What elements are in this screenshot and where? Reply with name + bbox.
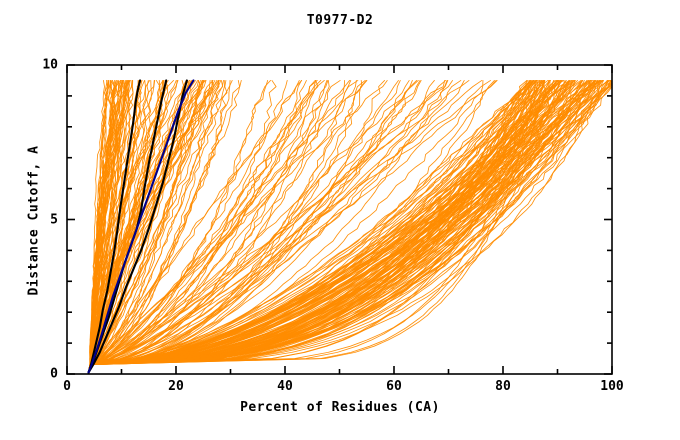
curve	[88, 80, 555, 373]
curve	[88, 80, 550, 373]
curve	[88, 80, 161, 373]
curve	[88, 80, 233, 373]
x-tick-label: 40	[277, 379, 293, 394]
curve	[88, 80, 545, 373]
curve	[88, 80, 595, 373]
curve	[88, 80, 271, 373]
curve	[88, 80, 484, 373]
curve	[88, 80, 359, 373]
curve	[88, 80, 596, 373]
curve	[88, 80, 537, 373]
curve	[88, 80, 545, 373]
curve	[88, 80, 419, 373]
curve	[88, 80, 604, 373]
curve	[88, 80, 545, 373]
y-tick-label: 0	[50, 366, 58, 382]
curve	[88, 80, 413, 373]
curve	[88, 80, 538, 373]
curve	[88, 80, 318, 373]
curve	[88, 80, 151, 373]
curve	[88, 80, 346, 373]
curve	[88, 80, 610, 373]
curve	[88, 80, 567, 373]
y-tick-label: 5	[50, 212, 58, 227]
curve	[88, 80, 558, 373]
curve	[88, 80, 535, 373]
curve	[88, 80, 228, 373]
curve	[88, 80, 498, 373]
curve	[88, 80, 204, 373]
y-tick-label: 10	[42, 57, 58, 73]
curve	[88, 80, 202, 373]
curve	[88, 80, 483, 373]
curve	[88, 80, 446, 373]
curve	[88, 80, 110, 373]
curve	[88, 80, 596, 373]
x-tick-label: 80	[495, 379, 511, 394]
x-tick-label: 60	[386, 379, 402, 394]
curve	[88, 80, 563, 373]
curve	[87, 79, 142, 374]
curve	[88, 80, 117, 373]
curve	[88, 80, 316, 373]
x-tick-label: 20	[168, 379, 184, 394]
curve	[88, 80, 363, 373]
curve	[87, 79, 188, 374]
x-tick-label: 100	[600, 379, 624, 394]
curve	[88, 80, 497, 373]
curve	[88, 80, 125, 373]
curve	[88, 80, 128, 373]
curve	[88, 80, 277, 373]
curve	[88, 80, 589, 373]
curve	[88, 80, 592, 373]
curve	[88, 80, 220, 373]
curve	[88, 80, 590, 373]
curve	[88, 80, 549, 373]
curve	[88, 80, 329, 373]
curve	[88, 80, 540, 373]
page-title: T0977-D2	[306, 13, 374, 28]
x-tick-label: 0	[63, 379, 71, 394]
curve	[88, 80, 575, 373]
curve	[88, 80, 189, 373]
curve	[88, 80, 130, 373]
curve	[88, 80, 368, 373]
curve	[88, 80, 612, 373]
curve	[88, 80, 557, 373]
curve	[88, 80, 269, 373]
curve	[88, 80, 116, 373]
curve	[88, 80, 307, 373]
curve	[88, 80, 225, 373]
curve	[88, 80, 538, 373]
curve	[88, 80, 528, 373]
curve	[88, 80, 366, 373]
curve	[88, 80, 303, 373]
curve	[88, 80, 242, 373]
curve	[88, 80, 317, 373]
curve	[88, 80, 133, 373]
curve	[88, 80, 328, 373]
curve	[88, 80, 418, 373]
curve	[88, 80, 300, 373]
curve	[88, 80, 495, 373]
curve	[88, 80, 421, 373]
curve	[88, 80, 604, 373]
curve	[88, 80, 542, 373]
data-curves-group	[87, 79, 612, 374]
x-axis-label: Percent of Residues (CA)	[240, 400, 440, 415]
axis-ticks-group	[66, 64, 613, 375]
curve	[88, 80, 401, 373]
curve	[88, 80, 224, 373]
y-axis-label: Distance Cutoff, A	[26, 145, 42, 296]
curve	[87, 79, 195, 374]
curve	[88, 80, 609, 373]
curve	[88, 80, 213, 373]
curve	[88, 80, 612, 373]
curve	[88, 80, 531, 373]
